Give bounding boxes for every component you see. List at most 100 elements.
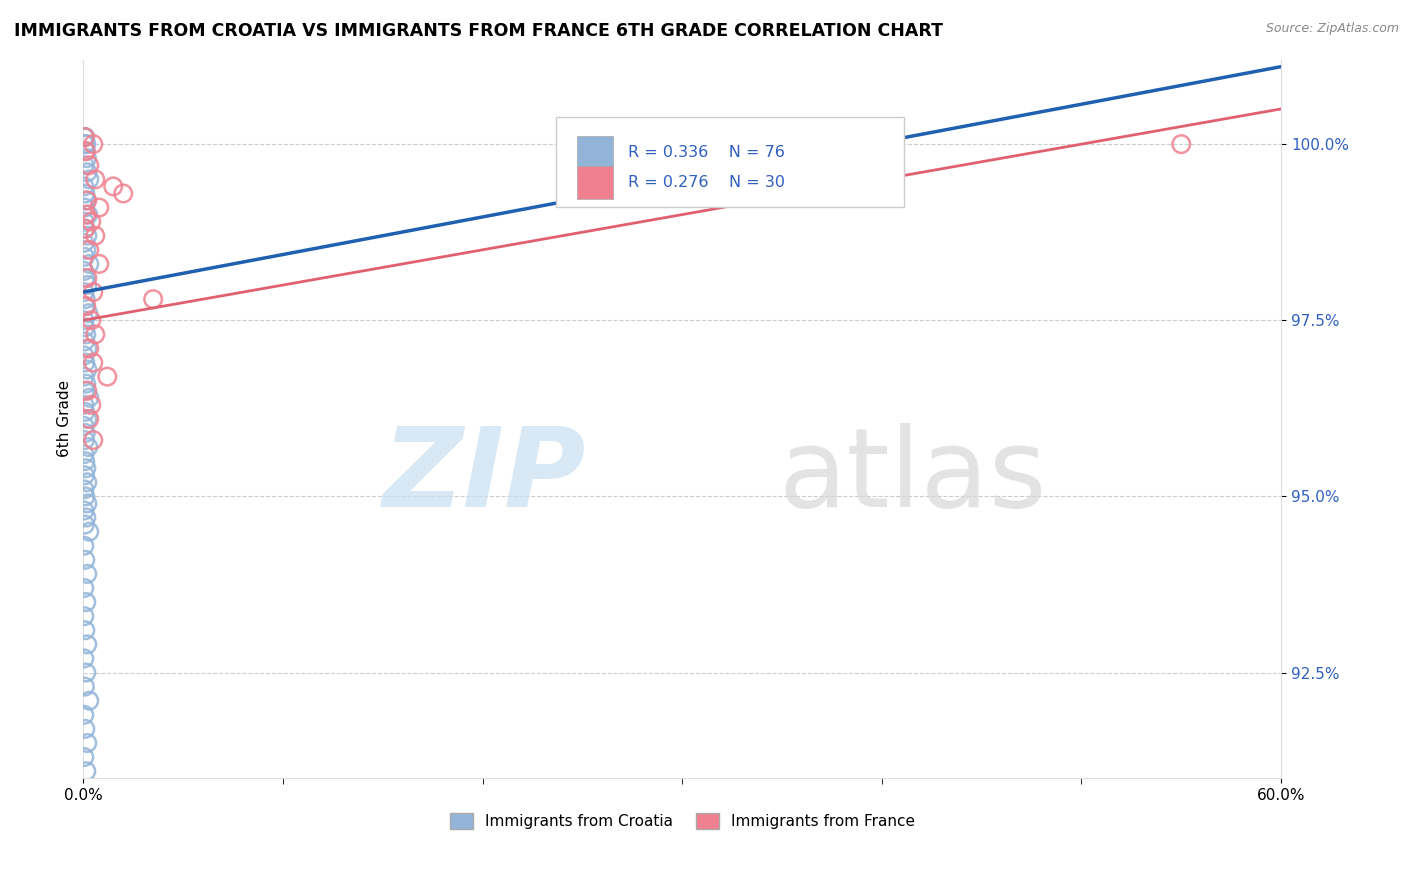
Point — [75, 243, 97, 257]
Point — [76, 362, 98, 376]
Text: Source: ZipAtlas.com: Source: ZipAtlas.com — [1265, 22, 1399, 36]
Text: R = 0.276    N = 30: R = 0.276 N = 30 — [628, 175, 786, 190]
Point — [73, 264, 96, 278]
Point — [77, 243, 100, 257]
Point — [73, 384, 96, 398]
Point — [75, 327, 97, 342]
FancyBboxPatch shape — [576, 167, 613, 199]
Point — [73, 130, 96, 145]
Point — [80, 313, 103, 327]
Point — [77, 158, 100, 172]
Point — [76, 165, 98, 179]
Point — [77, 208, 100, 222]
Point — [75, 320, 97, 334]
Point — [76, 475, 98, 490]
Point — [77, 694, 100, 708]
Point — [77, 257, 100, 271]
Point — [73, 349, 96, 363]
Point — [77, 342, 100, 356]
Point — [75, 376, 97, 391]
Point — [73, 419, 96, 434]
Text: atlas: atlas — [778, 423, 1046, 530]
Point — [76, 412, 98, 426]
Point — [76, 194, 98, 208]
Point — [75, 405, 97, 419]
Point — [142, 292, 165, 306]
Point — [76, 151, 98, 165]
Point — [73, 235, 96, 250]
Point — [80, 214, 103, 228]
Point — [73, 651, 96, 665]
Point — [75, 722, 97, 736]
Point — [89, 201, 111, 215]
Point — [89, 257, 111, 271]
Point — [75, 461, 97, 475]
Point — [84, 327, 107, 342]
Point — [76, 566, 98, 581]
Point — [77, 172, 100, 186]
Point — [75, 292, 97, 306]
Point — [73, 137, 96, 152]
Point — [1170, 137, 1192, 152]
Point — [75, 130, 97, 145]
Legend: Immigrants from Croatia, Immigrants from France: Immigrants from Croatia, Immigrants from… — [443, 807, 921, 835]
Point — [82, 285, 104, 299]
Point — [73, 201, 96, 215]
Point — [75, 624, 97, 638]
Point — [75, 454, 97, 468]
Point — [73, 483, 96, 497]
Point — [73, 299, 96, 313]
Point — [77, 440, 100, 454]
Point — [75, 425, 97, 440]
Point — [73, 179, 96, 194]
Point — [73, 130, 96, 145]
Point — [75, 665, 97, 680]
Point — [73, 503, 96, 517]
Point — [77, 391, 100, 405]
Point — [73, 398, 96, 412]
Point — [76, 228, 98, 243]
Point — [73, 158, 96, 172]
Point — [75, 144, 97, 158]
Point — [77, 306, 100, 320]
Text: IMMIGRANTS FROM CROATIA VS IMMIGRANTS FROM FRANCE 6TH GRADE CORRELATION CHART: IMMIGRANTS FROM CROATIA VS IMMIGRANTS FR… — [14, 22, 943, 40]
Point — [75, 144, 97, 158]
Point — [75, 595, 97, 609]
Point — [75, 299, 97, 313]
Point — [73, 581, 96, 595]
Point — [73, 285, 96, 299]
Point — [82, 137, 104, 152]
Point — [75, 490, 97, 504]
Text: ZIP: ZIP — [382, 423, 586, 530]
Point — [84, 228, 107, 243]
Point — [80, 398, 103, 412]
Point — [75, 221, 97, 235]
Point — [96, 369, 118, 384]
Point — [76, 278, 98, 293]
Point — [73, 250, 96, 264]
Point — [76, 342, 98, 356]
Point — [75, 355, 97, 369]
Point — [76, 736, 98, 750]
Point — [73, 539, 96, 553]
Point — [73, 447, 96, 461]
Point — [73, 433, 96, 447]
Point — [75, 137, 97, 152]
Point — [75, 186, 97, 201]
Point — [77, 412, 100, 426]
Point — [73, 468, 96, 483]
Y-axis label: 6th Grade: 6th Grade — [58, 380, 72, 458]
Point — [103, 179, 125, 194]
Point — [73, 313, 96, 327]
Point — [75, 553, 97, 567]
Point — [73, 334, 96, 349]
Point — [73, 750, 96, 764]
Text: R = 0.336    N = 76: R = 0.336 N = 76 — [628, 145, 785, 160]
Point — [82, 355, 104, 369]
Point — [76, 384, 98, 398]
Point — [76, 271, 98, 285]
Point — [112, 186, 135, 201]
Point — [73, 517, 96, 532]
Point — [76, 637, 98, 651]
Point — [73, 609, 96, 624]
